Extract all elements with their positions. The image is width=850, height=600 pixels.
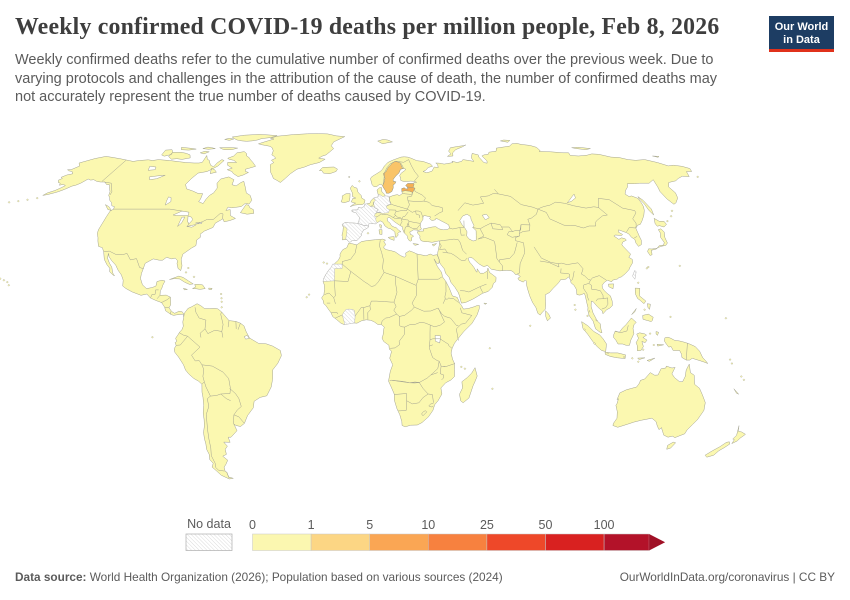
svg-text:50: 50 — [539, 518, 553, 532]
svg-text:1: 1 — [308, 518, 315, 532]
svg-text:No data: No data — [187, 517, 231, 531]
svg-text:0: 0 — [249, 518, 256, 532]
svg-text:10: 10 — [421, 518, 435, 532]
svg-text:100: 100 — [594, 518, 615, 532]
svg-text:25: 25 — [480, 518, 494, 532]
svg-text:5: 5 — [366, 518, 373, 532]
